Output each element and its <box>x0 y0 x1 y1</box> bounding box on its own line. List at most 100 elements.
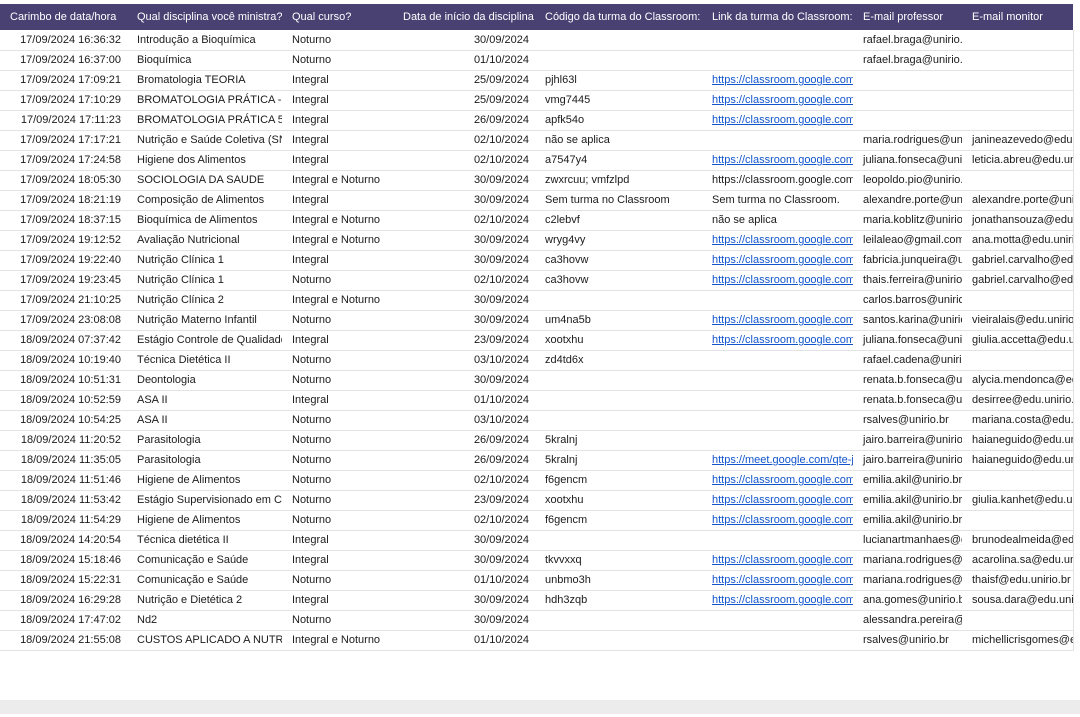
cell-disciplina: Introdução a Bioquímica <box>127 30 282 51</box>
cell-timestamp: 17/09/2024 16:36:32 <box>0 30 127 51</box>
cell-curso: Noturno <box>282 350 393 371</box>
column-header-link-turma: Link da turma do Classroom: <box>702 4 853 30</box>
cell-email-professor: renata.b.fonseca@unirio <box>853 390 962 411</box>
cell-curso: Integral <box>282 150 393 171</box>
cell-codigo-turma <box>535 630 702 651</box>
cell-link-turma: https://meet.google.com/qte-jtcb-v <box>702 450 853 471</box>
classroom-link[interactable]: https://classroom.google.com/c/N <box>712 94 853 106</box>
table-row: 17/09/2024 17:11:23 BROMATOLOGIA PRÁTICA … <box>0 110 1074 131</box>
cell-email-professor: lucianartmanhaes@gma <box>853 530 962 551</box>
cell-email-professor: emilia.akil@unirio.br <box>853 470 962 491</box>
column-header-data-inicio: Data de início da disciplina <box>393 4 535 30</box>
cell-curso: Noturno <box>282 490 393 511</box>
cell-email-monitor: brunodealmeida@edu.un <box>962 530 1074 551</box>
cell-timestamp: 17/09/2024 18:21:19 <box>0 190 127 211</box>
header-row: Carimbo de data/hora Qual disciplina você… <box>0 4 1073 30</box>
cell-timestamp: 18/09/2024 10:51:31 <box>0 370 127 391</box>
cell-email-monitor: haianeguido@edu.unirio. <box>962 450 1074 471</box>
table-row: 17/09/2024 17:17:21 Nutrição e Saúde Cole… <box>0 130 1074 151</box>
table-row: 18/09/2024 10:52:59 ASA II Integral 01/10/2… <box>0 390 1074 411</box>
cell-email-monitor <box>962 610 1074 631</box>
cell-timestamp: 18/09/2024 11:51:46 <box>0 470 127 491</box>
cell-timestamp: 18/09/2024 11:20:52 <box>0 430 127 451</box>
classroom-link[interactable]: https://classroom.google.com/c/N <box>712 554 853 566</box>
cell-data-inicio: 01/10/2024 <box>393 570 535 591</box>
cell-curso: Integral <box>282 390 393 411</box>
cell-codigo-turma: c2lebvf <box>535 210 702 231</box>
cell-email-professor <box>853 70 962 91</box>
cell-timestamp: 18/09/2024 11:54:29 <box>0 510 127 531</box>
cell-link-turma <box>702 430 853 451</box>
cell-disciplina: Avaliação Nutricional <box>127 230 282 251</box>
cell-link-turma: https://classroom.google.com/c/N <box>702 150 853 171</box>
cell-timestamp: 17/09/2024 19:23:45 <box>0 270 127 291</box>
cell-codigo-turma: a7547y4 <box>535 150 702 171</box>
classroom-link[interactable]: https://classroom.google.com/c/N <box>712 154 853 166</box>
cell-disciplina: Estágio Controle de Qualidade de Al <box>127 330 282 351</box>
classroom-link[interactable]: https://meet.google.com/qte-jtcb-v <box>712 454 853 466</box>
cell-disciplina: Nutrição Clínica 1 <box>127 270 282 291</box>
cell-email-monitor: janineazevedo@edu.unir <box>962 130 1074 151</box>
cell-curso: Noturno <box>282 310 393 331</box>
classroom-link[interactable]: https://classroom.google.com/c/N <box>712 514 853 526</box>
cell-timestamp: 18/09/2024 21:55:08 <box>0 630 127 651</box>
cell-email-professor <box>853 90 962 111</box>
cell-codigo-turma: f6gencm <box>535 510 702 531</box>
classroom-link[interactable]: https://classroom.google.com/c/N <box>712 74 853 86</box>
cell-curso: Noturno <box>282 450 393 471</box>
cell-codigo-turma: 5kralnj <box>535 430 702 451</box>
cell-disciplina: Técnica dietética II <box>127 530 282 551</box>
horizontal-scrollbar[interactable] <box>0 700 1080 714</box>
cell-email-monitor: thaisf@edu.unirio.br <box>962 570 1074 591</box>
classroom-link[interactable]: https://classroom.google.com/c/N <box>712 114 853 126</box>
cell-codigo-turma: vmg7445 <box>535 90 702 111</box>
classroom-link[interactable]: https://classroom.google.com/c/N <box>712 334 853 346</box>
classroom-link[interactable]: https://classroom.google.com/c/N <box>712 254 853 266</box>
cell-timestamp: 18/09/2024 10:19:40 <box>0 350 127 371</box>
table-row: 17/09/2024 19:12:52 Avaliação Nutricional… <box>0 230 1074 251</box>
table-row: 18/09/2024 11:20:52 Parasitologia Noturno 2… <box>0 430 1074 451</box>
classroom-link[interactable]: https://classroom.google.com/c/N <box>712 274 853 286</box>
cell-data-inicio: 30/09/2024 <box>393 550 535 571</box>
table-row: 17/09/2024 16:37:00 Bioquímica Noturno 01/1… <box>0 50 1074 71</box>
cell-email-monitor <box>962 50 1074 71</box>
table-body: 17/09/2024 16:36:32 Introdução a Bioquími… <box>0 30 1074 651</box>
cell-curso: Integral <box>282 110 393 131</box>
column-header-email-monitor: E-mail monitor <box>962 4 1073 30</box>
cell-data-inicio: 30/09/2024 <box>393 230 535 251</box>
cell-timestamp: 18/09/2024 15:22:31 <box>0 570 127 591</box>
cell-curso: Integral <box>282 530 393 551</box>
cell-data-inicio: 30/09/2024 <box>393 30 535 51</box>
cell-disciplina: Deontologia <box>127 370 282 391</box>
cell-link-turma: https://classroom.google.com/c/N <box>702 90 853 111</box>
classroom-link[interactable]: https://classroom.google.com/u/1 <box>712 474 853 486</box>
cell-timestamp: 17/09/2024 17:11:23 <box>0 110 127 131</box>
cell-email-professor <box>853 110 962 131</box>
cell-email-monitor: sousa.dara@edu.unirio.b <box>962 590 1074 611</box>
classroom-link[interactable]: https://classroom.google.com/c/N <box>712 574 853 586</box>
cell-email-monitor <box>962 510 1074 531</box>
classroom-link[interactable]: https://classroom.google.com/c/N <box>712 234 853 246</box>
cell-disciplina: Parasitologia <box>127 450 282 471</box>
cell-codigo-turma: zwxrcuu; vmfzlpd <box>535 170 702 191</box>
cell-link-turma: https://classroom.google.com/c/N <box>702 510 853 531</box>
cell-codigo-turma: unbmo3h <box>535 570 702 591</box>
cell-email-monitor <box>962 70 1074 91</box>
responses-spreadsheet: Carimbo de data/hora Qual disciplina você… <box>0 4 1074 651</box>
classroom-link[interactable]: https://classroom.google.com/c/N <box>712 494 853 506</box>
cell-curso: Noturno <box>282 30 393 51</box>
cell-codigo-turma <box>535 30 702 51</box>
table-row: 17/09/2024 17:24:58 Higiene dos Alimentos… <box>0 150 1074 171</box>
cell-disciplina: Comunicação e Saúde <box>127 570 282 591</box>
classroom-link[interactable]: https://classroom.google.com/c/N <box>712 314 853 326</box>
table-row: 17/09/2024 21:10:25 Nutrição Clínica 2 Int… <box>0 290 1074 311</box>
cell-link-turma: não se aplica <box>702 210 853 231</box>
cell-link-turma: https://classroom.google.com/u/1 <box>702 470 853 491</box>
cell-email-monitor: alycia.mendonca@edu.u <box>962 370 1074 391</box>
table-row: 17/09/2024 18:37:15 Bioquímica de Aliment… <box>0 210 1074 231</box>
classroom-link[interactable]: https://classroom.google.com/c/N <box>712 594 853 606</box>
cell-email-professor: jairo.barreira@unirio.br <box>853 450 962 471</box>
cell-curso: Integral e Noturno <box>282 630 393 651</box>
cell-link-turma <box>702 610 853 631</box>
cell-timestamp: 18/09/2024 07:37:42 <box>0 330 127 351</box>
